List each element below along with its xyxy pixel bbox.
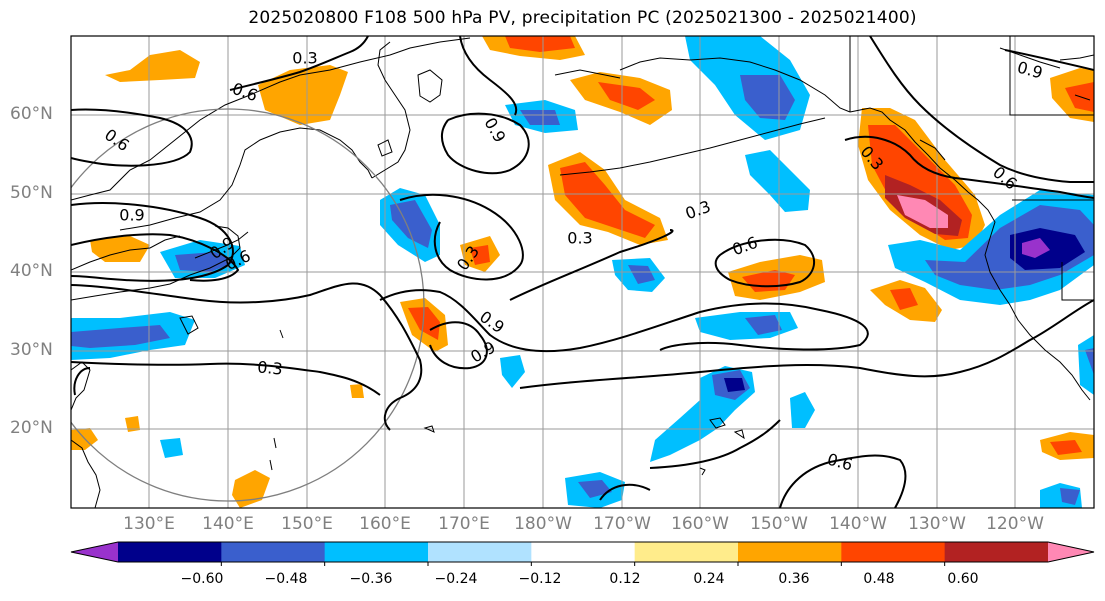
colorbar-tick-label: 0.36	[778, 571, 810, 587]
lon-label-170e: 170°E	[438, 514, 490, 534]
colorbar-tick-label: −0.24	[434, 571, 478, 587]
lon-label-170w: 170°W	[593, 514, 651, 534]
lon-label-150e: 150°E	[281, 514, 333, 534]
colorbar-outline	[70, 541, 1095, 563]
coastlines	[71, 36, 1094, 508]
colorbar-tick-label: 0.24	[693, 571, 725, 587]
lat-label-60n: 60°N	[10, 104, 53, 124]
colorbar-segment	[428, 542, 532, 562]
colorbar	[70, 541, 1095, 566]
lon-label-130e: 130°E	[123, 514, 175, 534]
contour-label: 0.3	[292, 48, 318, 68]
lon-label-150w: 150°W	[750, 514, 808, 534]
colorbar-segment	[221, 542, 326, 562]
contour-label: 0.3	[256, 357, 284, 379]
lat-label-30n: 30°N	[10, 340, 53, 360]
colorbar-segment	[634, 542, 739, 562]
contour-label: 0.9	[119, 205, 145, 225]
map-title: 2025020800 F108 500 hPa PV, precipitatio…	[248, 8, 917, 28]
colorbar-tick-label: −0.36	[349, 571, 393, 587]
colorbar-segment	[324, 542, 429, 562]
colorbar-extend-max	[1048, 542, 1094, 562]
colorbar-tick-label: 0.48	[863, 571, 895, 587]
lon-label-160e: 160°E	[359, 514, 411, 534]
colorbar-segment	[118, 542, 222, 562]
lat-label-50n: 50°N	[10, 183, 53, 203]
lon-label-140w: 140°W	[829, 514, 887, 534]
colorbar-segment	[944, 542, 1049, 562]
colorbar-tick-label: −0.12	[518, 571, 562, 587]
lat-label-20n: 20°N	[10, 418, 53, 438]
colorbar-tick-label: 0.60	[947, 571, 979, 587]
map-frame	[70, 35, 1095, 509]
lon-label-120w: 120°W	[986, 514, 1044, 534]
colorbar-extend-min	[71, 542, 118, 562]
colorbar-tick-label: −0.60	[180, 571, 224, 587]
lon-label-160w: 160°W	[671, 514, 729, 534]
lat-label-40n: 40°N	[10, 261, 53, 281]
lon-label-140e: 140°E	[202, 514, 254, 534]
lon-label-130w: 130°W	[908, 514, 966, 534]
lon-label-180w: 180°W	[514, 514, 572, 534]
graticule	[71, 36, 1094, 508]
reference-circle	[71, 108, 425, 502]
colorbar-segment	[738, 542, 842, 562]
colorbar-segment	[531, 542, 636, 562]
colorbar-segment	[841, 542, 946, 562]
pv-contours	[71, 36, 1094, 508]
colorbar-tick-label: −0.48	[264, 571, 308, 587]
contour-label: 0.3	[567, 228, 593, 248]
colorbar-tick-label: 0.12	[609, 571, 641, 587]
